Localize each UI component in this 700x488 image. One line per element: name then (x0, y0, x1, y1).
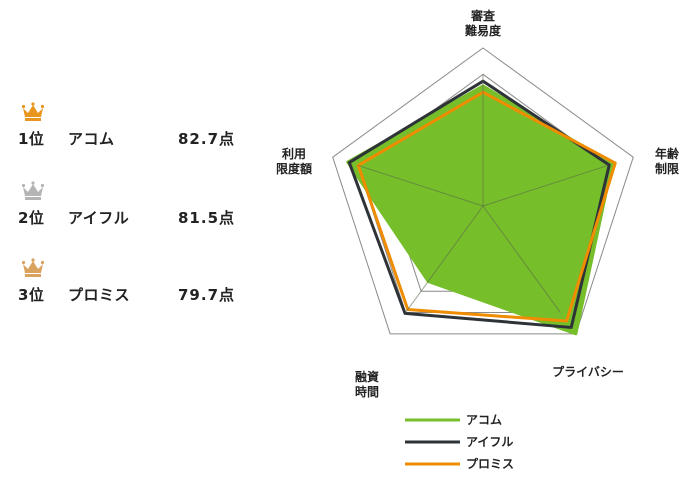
axis-label-line: 時間 (355, 384, 379, 399)
rank-score: 79.7点 (178, 286, 236, 304)
crown-bronze-icon (22, 258, 44, 277)
rank-position: 2位 (18, 209, 45, 227)
radar-spoke (482, 205, 561, 313)
ranking-panel: 1位 アコム 82.7点 2位 アイフル 81.5点 3位 プロミス 79.7点 (0, 0, 300, 488)
rank-name: プロミス (68, 286, 131, 304)
axis-label-2: プライバシー (552, 364, 624, 379)
radar-spoke (482, 164, 609, 207)
crown-gold-icon (22, 102, 44, 121)
legend-label-1: アイフル (466, 435, 513, 449)
rank-row-2: 2位 アイフル 81.5点 (18, 181, 258, 231)
axis-label-1: 年齢制限 (655, 146, 680, 176)
rank-row-1: 1位 アコム 82.7点 (18, 102, 258, 152)
axis-label-line: 審査 (470, 8, 496, 23)
axis-label-line: 融資 (355, 369, 379, 384)
rank-score: 82.7点 (178, 130, 236, 148)
rank-position: 1位 (18, 130, 45, 148)
axis-label-line: 限度額 (276, 161, 312, 176)
rank-name: アコム (68, 130, 115, 148)
series-アイフル (347, 79, 611, 329)
axis-label-line: 難易度 (465, 23, 502, 38)
axis-label-0: 審査難易度 (465, 8, 502, 38)
axis-label-line: 年齢 (655, 146, 680, 161)
axis-label-4: 利用限度額 (276, 146, 312, 176)
rank-position: 3位 (18, 286, 45, 304)
radar-spoke (357, 164, 484, 207)
rank-score: 81.5点 (178, 209, 236, 227)
axis-label-line: 利用 (282, 146, 306, 161)
rank-row-3: 3位 プロミス 79.7点 (18, 258, 258, 308)
rank-name: アイフル (68, 209, 130, 227)
axis-label-line: プライバシー (552, 364, 624, 379)
crown-silver-icon (22, 181, 44, 200)
legend-label-0: アコム (466, 413, 502, 427)
radar-spoke (405, 205, 484, 313)
legend-label-2: プロミス (466, 456, 514, 471)
axis-label-line: 制限 (655, 161, 679, 176)
radar-spokes (357, 74, 609, 313)
series-プロミス (356, 90, 617, 323)
axis-label-3: 融資時間 (355, 369, 379, 399)
